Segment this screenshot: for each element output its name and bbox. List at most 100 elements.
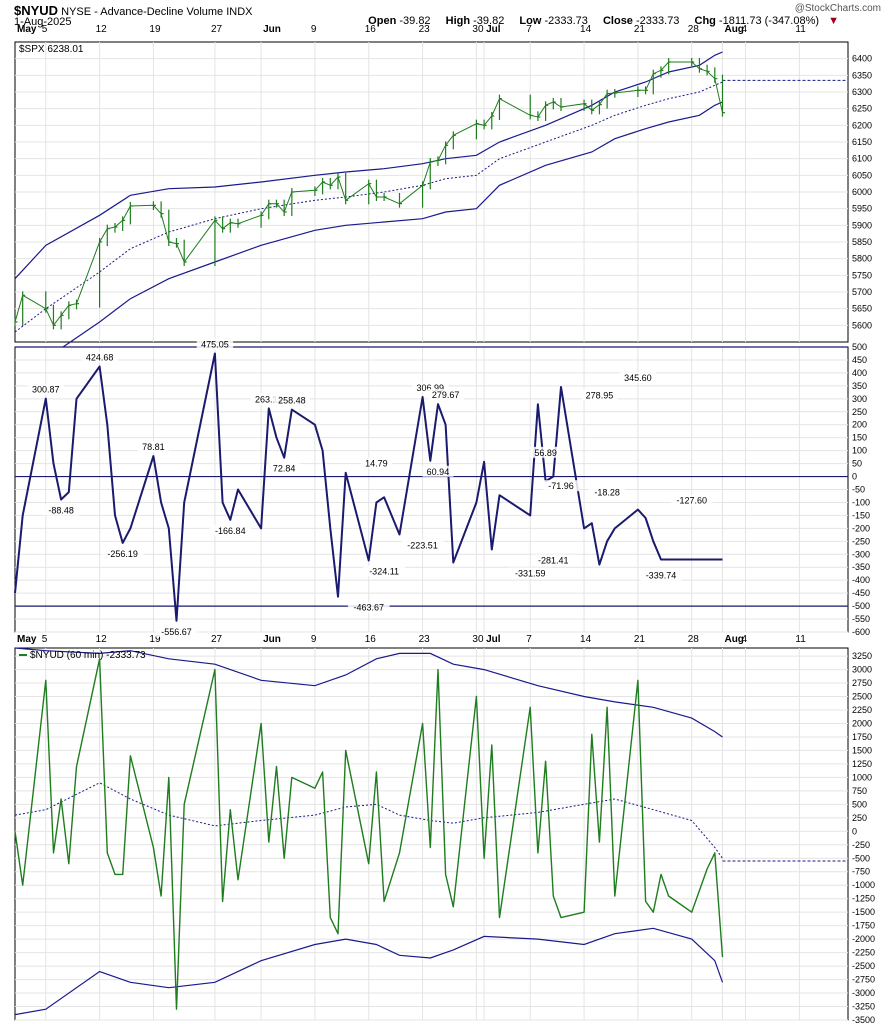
- data-label: 78.81: [142, 442, 165, 452]
- data-label-bg: [137, 441, 169, 453]
- data-label-bg: [363, 565, 406, 577]
- x-axis-label: 9: [311, 24, 317, 35]
- y-tick-label: -2250: [852, 948, 875, 958]
- open-label: Open: [368, 15, 397, 27]
- x-axis-label: Aug: [724, 634, 743, 645]
- data-label-bg: [81, 351, 118, 363]
- x-axis-label: 23: [419, 24, 431, 35]
- high-value: -39.82: [473, 15, 505, 27]
- data-label-bg: [619, 372, 657, 384]
- y-tick-label: 6150: [852, 137, 872, 147]
- data-label-bg: [509, 567, 552, 579]
- x-axis-label: Jul: [486, 634, 501, 645]
- y-tick-label: 1250: [852, 759, 872, 769]
- ohlc-readout: Open -39.82 High -39.82 Low -2333.73 Clo…: [368, 15, 851, 27]
- y-tick-label: 450: [852, 355, 867, 365]
- x-axis-label: 11: [795, 634, 806, 645]
- y-tick-label: 100: [852, 446, 867, 456]
- y-tick-label: -2500: [852, 961, 875, 971]
- x-axis-label: 11: [795, 24, 806, 35]
- data-label-bg: [670, 494, 713, 506]
- y-tick-label: 1500: [852, 745, 872, 755]
- x-axis-label: 7: [526, 634, 532, 645]
- data-label: -324.11: [369, 567, 399, 577]
- x-axis-label: 12: [96, 634, 108, 645]
- y-tick-label: 500: [852, 799, 867, 809]
- x-axis-label: May: [17, 634, 37, 645]
- legend-spx: $SPX 6238.01: [19, 44, 84, 55]
- y-tick-label: -3500: [852, 1015, 875, 1024]
- x-axis-label: 5: [42, 634, 48, 645]
- y-tick-label: 0: [852, 826, 857, 836]
- data-label: 263.12: [255, 394, 283, 404]
- data-label-bg: [542, 480, 580, 492]
- y-tick-label: 250: [852, 407, 867, 417]
- oscillator-line: [14, 352, 723, 622]
- y-tick-label: 50: [852, 459, 862, 469]
- data-label-bg: [412, 382, 449, 394]
- data-label: 345.60: [624, 373, 652, 383]
- x-axis-label: 7: [526, 24, 532, 35]
- data-label: 424.68: [86, 353, 114, 363]
- y-tick-label: 350: [852, 381, 867, 391]
- y-tick-label: 6400: [852, 54, 872, 64]
- data-label-bg: [581, 389, 618, 401]
- x-axis-label: 30: [472, 634, 484, 645]
- x-axis-label: 27: [211, 24, 223, 35]
- y-tick-label: 6100: [852, 154, 872, 164]
- data-label-bg: [42, 504, 80, 516]
- data-label-bg: [401, 539, 444, 551]
- x-axis-label: 21: [634, 24, 646, 35]
- data-label: -331.59: [515, 568, 546, 578]
- x-axis-label: 23: [419, 634, 431, 645]
- y-tick-label: -300: [852, 549, 870, 559]
- y-tick-label: -250: [852, 536, 870, 546]
- close-label: Close: [602, 15, 633, 27]
- chg-label: Chg: [694, 15, 716, 27]
- y-tick-label: -50: [852, 485, 865, 495]
- data-label: 475.05: [201, 339, 229, 349]
- y-tick-label: 200: [852, 420, 867, 430]
- data-label-bg: [268, 462, 300, 474]
- data-label: 258.48: [278, 396, 306, 406]
- price-line: [14, 61, 723, 327]
- x-axis-label: Jun: [263, 24, 281, 35]
- x-axis-label: 30: [472, 24, 484, 35]
- y-tick-label: 5800: [852, 254, 872, 264]
- y-tick-label: 150: [852, 433, 867, 443]
- y-tick-label: 400: [852, 368, 867, 378]
- y-tick-label: 300: [852, 394, 867, 404]
- y-tick-label: 3000: [852, 665, 872, 675]
- stockcharts-watermark: @StockCharts.com: [794, 3, 881, 14]
- y-tick-label: 6250: [852, 104, 872, 114]
- chg-value: -1811.73 (-347.08%): [718, 15, 820, 27]
- x-axis-label: 14: [580, 24, 592, 35]
- y-tick-label: 2250: [852, 705, 872, 715]
- low-value: -2333.73: [544, 15, 588, 27]
- x-axis-label: 19: [149, 634, 161, 645]
- x-axis-label: 19: [149, 24, 161, 35]
- x-axis-label: 28: [688, 24, 700, 35]
- y-tick-label: 2500: [852, 692, 872, 702]
- x-axis-label: 4: [742, 634, 748, 645]
- x-axis-label: 4: [742, 24, 748, 35]
- y-tick-label: 6350: [852, 70, 872, 80]
- y-tick-label: -350: [852, 562, 870, 572]
- y-tick-label: -450: [852, 588, 870, 598]
- y-tick-label: 0: [852, 472, 857, 482]
- x-axis-label: 28: [688, 634, 700, 645]
- low-label: Low: [519, 15, 542, 27]
- data-label: 300.87: [32, 385, 60, 395]
- y-tick-label: 5750: [852, 270, 872, 280]
- data-label: 56.89: [534, 448, 557, 458]
- data-label: 14.79: [365, 459, 388, 469]
- y-tick-label: 500: [852, 342, 867, 352]
- data-label: -127.60: [676, 496, 707, 506]
- y-tick-label: 3250: [852, 651, 872, 661]
- high-label: High: [445, 15, 471, 27]
- close-value: -2333.73: [636, 15, 680, 27]
- data-label-bg: [532, 554, 575, 566]
- data-label: -463.67: [353, 603, 384, 613]
- data-label: -339.74: [646, 571, 677, 581]
